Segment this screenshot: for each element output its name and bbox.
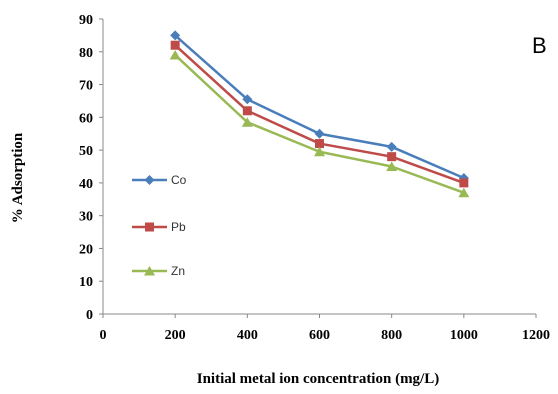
x-tick-label: 200 [165, 328, 186, 343]
x-tick-label: 0 [100, 328, 107, 343]
x-tick-label: 600 [309, 328, 330, 343]
series-co [170, 30, 469, 183]
series-zn [170, 50, 470, 197]
panel-label: B [532, 33, 547, 58]
data-point-pb [459, 178, 468, 187]
series-pb [171, 41, 469, 188]
legend-label: Co [171, 173, 187, 187]
data-point-pb [243, 106, 252, 115]
legend-marker-pb [145, 223, 154, 232]
y-tick-label: 30 [79, 210, 93, 225]
legend-label: Pb [171, 220, 186, 234]
x-tick-label: 1200 [522, 328, 550, 343]
series-line-pb [175, 45, 464, 183]
axes [103, 19, 536, 314]
data-point-pb [171, 41, 180, 50]
legend-label: Zn [171, 264, 185, 278]
y-tick-label: 70 [79, 79, 93, 94]
y-tick-label: 80 [79, 46, 93, 61]
x-tick-label: 1000 [450, 328, 478, 343]
data-point-pb [387, 152, 396, 161]
y-axis-title: % Adsorption [10, 132, 26, 223]
y-axis-ticks: 0 10 20 30 40 50 60 70 80 90 [79, 13, 103, 323]
y-tick-label: 40 [79, 177, 93, 192]
y-tick-label: 90 [79, 13, 93, 28]
y-tick-label: 0 [86, 308, 93, 323]
x-axis-ticks: 0 200 400 600 800 1000 1200 [100, 314, 551, 343]
data-point-co [387, 142, 397, 152]
legend-item-pb: Pb [132, 220, 186, 234]
x-tick-label: 800 [381, 328, 402, 343]
series-line-co [175, 35, 464, 178]
y-tick-label: 10 [79, 275, 93, 290]
data-point-co [315, 129, 325, 139]
series-line-zn [175, 55, 464, 193]
legend-item-zn: Zn [132, 264, 185, 278]
legend: Co Pb Zn [132, 173, 187, 278]
series-layer [170, 30, 470, 197]
data-point-pb [315, 139, 324, 148]
legend-marker-co [145, 175, 155, 185]
data-point-zn [170, 50, 181, 60]
y-tick-label: 20 [79, 242, 93, 257]
y-tick-label: 50 [79, 144, 93, 159]
legend-item-co: Co [132, 173, 187, 187]
y-tick-label: 60 [79, 111, 93, 126]
x-tick-label: 400 [237, 328, 258, 343]
x-axis-title: Initial metal ion concentration (mg/L) [197, 371, 439, 387]
